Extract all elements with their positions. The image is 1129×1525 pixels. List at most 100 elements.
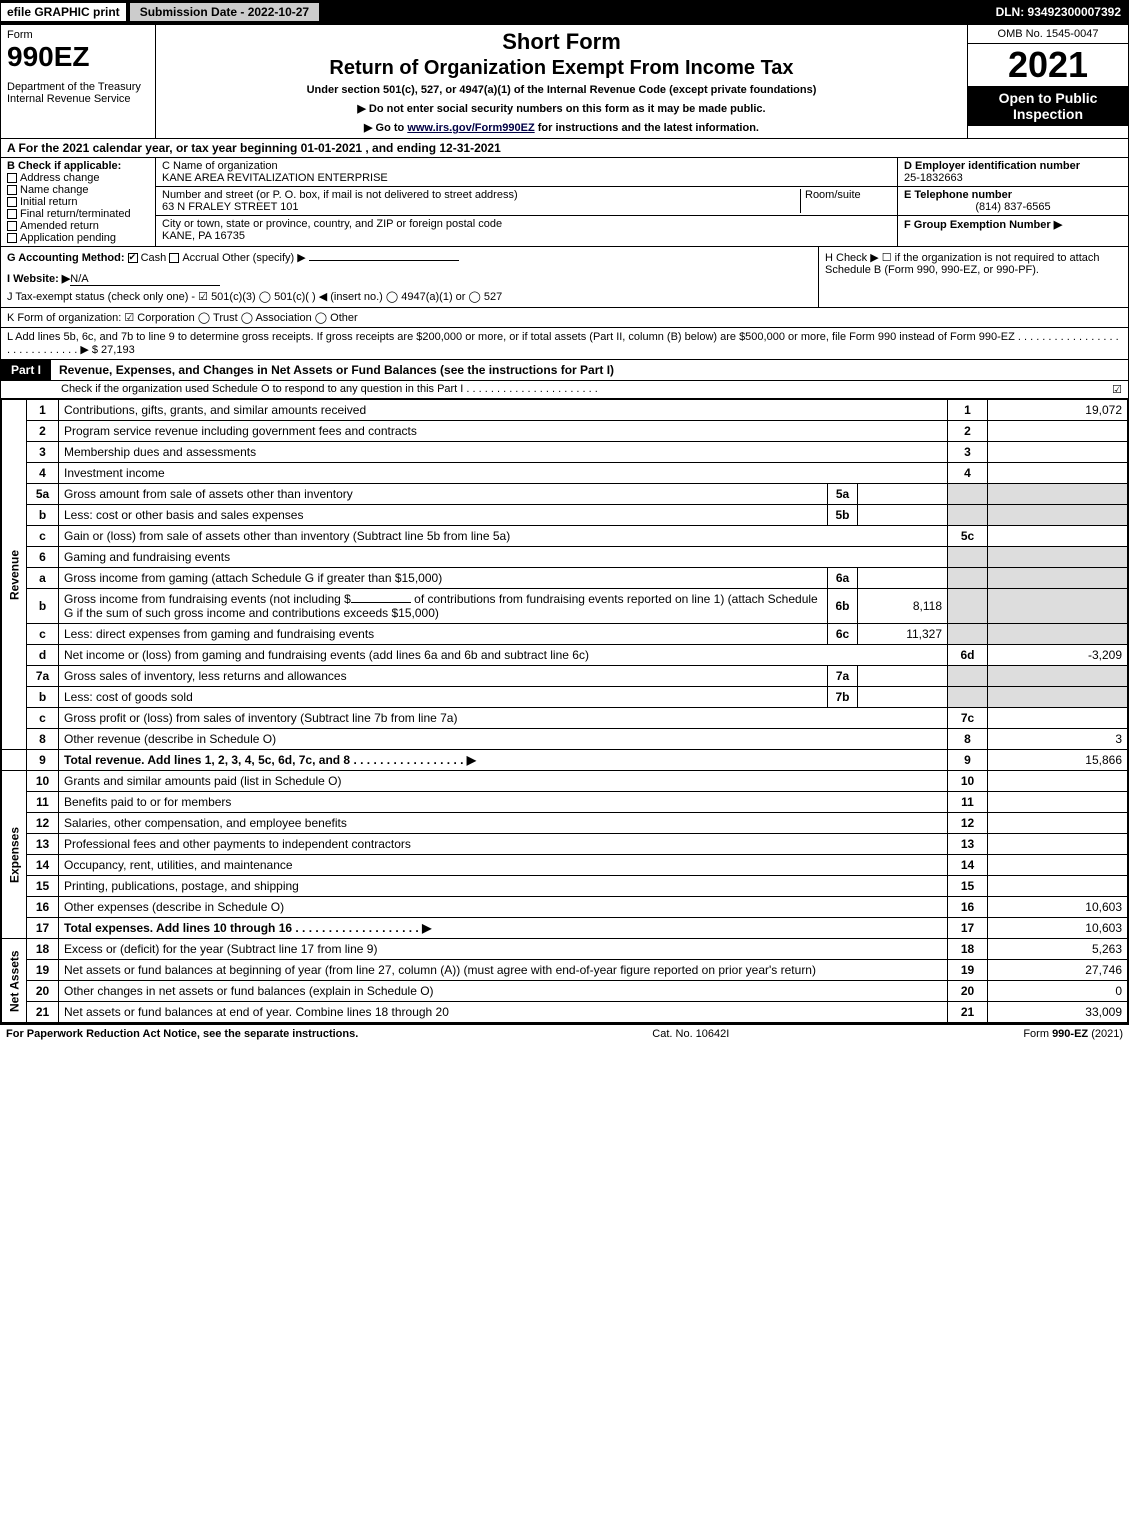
l5a-sub: 5a	[828, 484, 858, 505]
street-label: Number and street (or P. O. box, if mail…	[162, 189, 518, 201]
l12-num: 12	[948, 813, 988, 834]
l6-numshade	[948, 547, 988, 568]
l5b-desc: Less: cost or other basis and sales expe…	[59, 505, 828, 526]
l2-amt	[988, 421, 1128, 442]
l6b-desc: Gross income from fundraising events (no…	[59, 589, 828, 624]
other-specify-input[interactable]	[309, 260, 459, 261]
l8-num: 8	[948, 729, 988, 750]
section-b: B Check if applicable: Address change Na…	[1, 158, 156, 246]
l6a-no: a	[27, 568, 59, 589]
chk-application-pending[interactable]	[7, 233, 17, 243]
part1-sub-check[interactable]: ☑	[1112, 383, 1122, 396]
ein-label: D Employer identification number	[904, 160, 1080, 172]
l12-amt	[988, 813, 1128, 834]
l9-no: 9	[27, 750, 59, 771]
chk-initial-return[interactable]	[7, 197, 17, 207]
irs-link[interactable]: www.irs.gov/Form990EZ	[407, 122, 534, 134]
l9-num: 9	[948, 750, 988, 771]
l19-amt: 27,746	[988, 960, 1128, 981]
lbl-final-return: Final return/terminated	[20, 208, 131, 220]
l2-num: 2	[948, 421, 988, 442]
l5c-no: c	[27, 526, 59, 547]
l9-spacer	[2, 750, 27, 771]
l6-desc: Gaming and fundraising events	[59, 547, 948, 568]
l11-desc: Benefits paid to or for members	[59, 792, 948, 813]
l6a-desc: Gross income from gaming (attach Schedul…	[59, 568, 828, 589]
l9-desc: Total revenue. Add lines 1, 2, 3, 4, 5c,…	[64, 753, 476, 767]
l1-desc: Contributions, gifts, grants, and simila…	[59, 400, 948, 421]
section-l-amount: $ 27,193	[92, 344, 135, 356]
open-to-public: Open to Public Inspection	[968, 86, 1128, 126]
l13-desc: Professional fees and other payments to …	[59, 834, 948, 855]
dln: DLN: 93492300007392	[996, 5, 1129, 19]
l6d-amt: -3,209	[988, 645, 1128, 666]
section-h: H Check ▶ ☐ if the organization is not r…	[818, 247, 1128, 307]
l11-amt	[988, 792, 1128, 813]
l7a-desc: Gross sales of inventory, less returns a…	[59, 666, 828, 687]
l18-no: 18	[27, 939, 59, 960]
form-header: Form 990EZ Department of the Treasury In…	[1, 25, 1128, 139]
page-footer: For Paperwork Reduction Act Notice, see …	[0, 1024, 1129, 1043]
netassets-side-label: Net Assets	[2, 939, 27, 1023]
l6b-no: b	[27, 589, 59, 624]
subtitle: Under section 501(c), 527, or 4947(a)(1)…	[162, 84, 961, 96]
lbl-amended-return: Amended return	[20, 220, 99, 232]
chk-amended-return[interactable]	[7, 221, 17, 231]
lbl-other-specify: Other (specify) ▶	[222, 252, 306, 264]
chk-name-change[interactable]	[7, 185, 17, 195]
lbl-address-change: Address change	[20, 172, 100, 184]
l4-amt	[988, 463, 1128, 484]
l13-num: 13	[948, 834, 988, 855]
l7b-desc: Less: cost of goods sold	[59, 687, 828, 708]
lines-table: Revenue 1 Contributions, gifts, grants, …	[1, 399, 1128, 1023]
room-suite-label: Room/suite	[801, 189, 891, 213]
section-ghij: G Accounting Method: Cash Accrual Other …	[1, 247, 1128, 308]
top-bar: efile GRAPHIC print Submission Date - 20…	[0, 0, 1129, 24]
section-def: D Employer identification number25-18326…	[898, 158, 1128, 246]
section-b-label: B Check if applicable:	[7, 160, 121, 172]
chk-cash[interactable]	[128, 253, 138, 263]
chk-address-change[interactable]	[7, 173, 17, 183]
header-mid: Short Form Return of Organization Exempt…	[156, 25, 968, 138]
lbl-name-change: Name change	[20, 184, 89, 196]
footer-right: Form 990-EZ (2021)	[1023, 1028, 1123, 1040]
l5c-desc: Gain or (loss) from sale of assets other…	[59, 526, 948, 547]
note-goto: ▶ Go to www.irs.gov/Form990EZ for instru…	[162, 121, 961, 134]
l10-amt	[988, 771, 1128, 792]
l21-amt: 33,009	[988, 1002, 1128, 1023]
footer-left: For Paperwork Reduction Act Notice, see …	[6, 1028, 358, 1040]
l14-no: 14	[27, 855, 59, 876]
l5c-num: 5c	[948, 526, 988, 547]
efile-print-button[interactable]: efile GRAPHIC print	[0, 2, 127, 22]
section-a: A For the 2021 calendar year, or tax yea…	[1, 139, 1128, 158]
l6b-blank[interactable]	[351, 602, 411, 603]
chk-accrual[interactable]	[169, 253, 179, 263]
l20-no: 20	[27, 981, 59, 1002]
l7a-sub: 7a	[828, 666, 858, 687]
part1-tag: Part I	[1, 360, 51, 380]
ghij-left: G Accounting Method: Cash Accrual Other …	[1, 247, 818, 307]
section-l-text: L Add lines 5b, 6c, and 7b to line 9 to …	[7, 331, 1119, 356]
l1-amt: 19,072	[988, 400, 1128, 421]
phone-label: E Telephone number	[904, 189, 1012, 201]
part1-sub-text: Check if the organization used Schedule …	[61, 383, 1112, 396]
lbl-application-pending: Application pending	[20, 232, 116, 244]
l15-no: 15	[27, 876, 59, 897]
org-name-label: C Name of organization	[162, 160, 278, 172]
form-label: Form	[7, 29, 149, 41]
l6b-sub: 6b	[828, 589, 858, 624]
part1-header: Part I Revenue, Expenses, and Changes in…	[1, 360, 1128, 381]
l5a-numshade	[948, 484, 988, 505]
footer-mid: Cat. No. 10642I	[358, 1028, 1023, 1040]
street-value: 63 N FRALEY STREET 101	[162, 201, 299, 213]
l21-num: 21	[948, 1002, 988, 1023]
l6b-amtshade	[988, 589, 1128, 624]
group-exemption-label: F Group Exemption Number ▶	[904, 219, 1062, 231]
chk-final-return[interactable]	[7, 209, 17, 219]
l7c-desc: Gross profit or (loss) from sales of inv…	[59, 708, 948, 729]
revenue-side-label: Revenue	[2, 400, 27, 750]
part1-sub: Check if the organization used Schedule …	[1, 381, 1128, 399]
l7b-numshade	[948, 687, 988, 708]
l5c-amt	[988, 526, 1128, 547]
l6b-desc-a: Gross income from fundraising events (no…	[64, 592, 351, 606]
